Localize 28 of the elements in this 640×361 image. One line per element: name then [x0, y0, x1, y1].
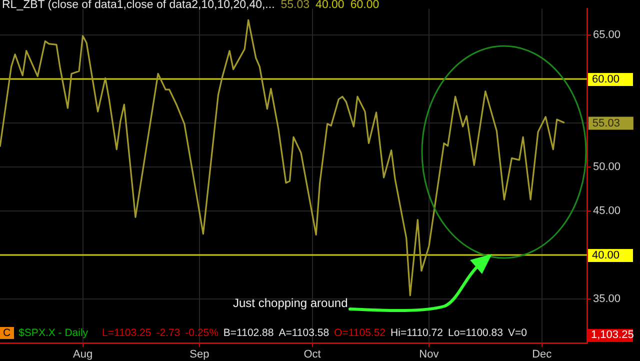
annotation: B=1102.88: [223, 327, 274, 339]
x-tick-label: Sep: [190, 348, 210, 361]
chart-title: RL_ZBT (close of data1,close of data2,10,10,20,40,...: [2, 0, 275, 11]
annotation: 60.00: [350, 0, 380, 11]
annotation: 55.03: [280, 0, 310, 11]
annotation: 40.00: [316, 0, 344, 11]
annotation: Lo=1100.83: [448, 327, 503, 339]
ref-line-label: 40.00: [592, 250, 620, 262]
annotation: O=1105.52: [334, 327, 386, 339]
annotation: L=1103.25: [102, 327, 152, 339]
x-tick-label: Aug: [72, 348, 93, 361]
y-tick-label: 35.00: [593, 293, 621, 306]
annotation: Hi=1110.72: [390, 327, 443, 339]
x-tick-label: Oct: [304, 348, 321, 361]
x-tick-label: Nov: [419, 348, 440, 361]
y-tick-label: 45.00: [593, 205, 621, 218]
annotation: Just chopping around: [233, 296, 348, 310]
y-tick-label: 50.00: [593, 161, 621, 174]
y-tick-label: 65.00: [593, 29, 621, 42]
annotation: C: [0, 327, 14, 339]
annotation: -0.25%: [185, 327, 218, 339]
annotation: A=1103.58: [278, 327, 330, 339]
annotation: V=0: [508, 327, 527, 339]
x-tick-label: Dec: [532, 348, 552, 361]
annotation: -2.73: [156, 327, 180, 339]
annotation: $SPX.X - Daily: [18, 327, 88, 339]
ref-line-label: 60.00: [592, 74, 620, 86]
annotation: 55.03: [592, 117, 620, 130]
